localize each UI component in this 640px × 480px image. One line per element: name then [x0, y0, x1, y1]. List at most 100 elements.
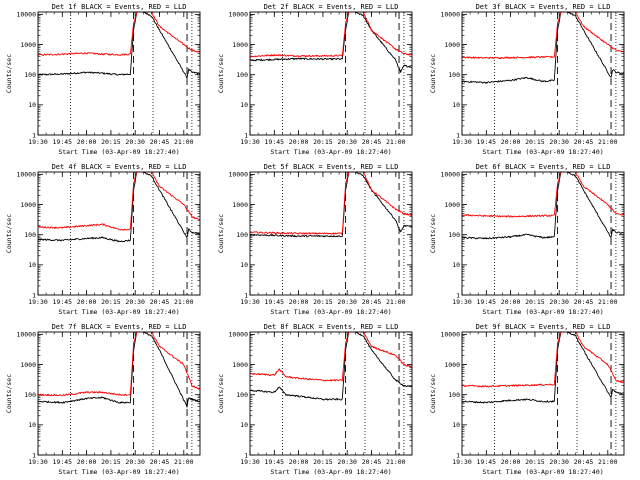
x-tick-label: 21:00	[386, 458, 406, 466]
series-line-events	[461, 171, 625, 240]
x-tick-label: 20:15	[101, 298, 121, 306]
y-tick-label: 1	[456, 451, 460, 459]
x-tick-label: 20:30	[125, 458, 145, 466]
chart-title: Det 9f BLACK = Events, RED = LLD	[476, 323, 611, 331]
x-axis-label: Start Time (03-Apr-09 18:27:40)	[58, 308, 179, 316]
x-tick-label: 20:30	[549, 458, 569, 466]
x-tick-label: 20:45	[362, 458, 382, 466]
series-line-events	[461, 11, 625, 84]
y-tick-label: 10	[452, 261, 460, 269]
series-line-events	[37, 11, 201, 79]
x-tick-label: 19:30	[452, 138, 472, 146]
chart-title: Det 1f BLACK = Events, RED = LLD	[52, 3, 187, 11]
series-line-lld	[249, 171, 413, 235]
y-axis-label: Counts/sec	[5, 54, 13, 93]
y-tick-label: 1	[32, 131, 36, 139]
y-tick-label: 1000	[232, 41, 248, 49]
y-tick-label: 10	[28, 101, 36, 109]
y-tick-label: 1	[244, 291, 248, 299]
plot-frame	[249, 171, 413, 296]
x-tick-label: 19:45	[53, 458, 73, 466]
x-tick-label: 19:45	[477, 138, 497, 146]
x-tick-label: 20:15	[313, 298, 333, 306]
x-tick-label: 20:00	[77, 458, 97, 466]
series-line-events	[37, 331, 201, 408]
series-line-events	[37, 171, 201, 243]
x-tick-label: 19:30	[452, 298, 472, 306]
y-axis-label: Counts/sec	[5, 374, 13, 413]
y-tick-label: 10000	[228, 171, 248, 179]
y-tick-label: 10	[28, 421, 36, 429]
y-tick-label: 10	[452, 101, 460, 109]
x-tick-label: 21:00	[386, 298, 406, 306]
x-tick-label: 20:30	[125, 298, 145, 306]
y-tick-label: 10	[240, 261, 248, 269]
x-tick-label: 20:00	[501, 138, 521, 146]
series-line-lld	[37, 331, 201, 397]
y-tick-label: 10000	[440, 11, 460, 19]
y-tick-label: 1000	[232, 201, 248, 209]
x-tick-label: 19:30	[28, 298, 48, 306]
chart-title: Det 4f BLACK = Events, RED = LLD	[52, 163, 187, 171]
x-tick-label: 19:30	[28, 458, 48, 466]
y-tick-label: 10	[28, 261, 36, 269]
chart-panel-9: Det 9f BLACK = Events, RED = LLD Counts/s…	[429, 323, 625, 476]
x-axis-label: Start Time (03-Apr-09 18:27:40)	[270, 468, 391, 476]
x-tick-label: 19:45	[265, 458, 285, 466]
y-tick-label: 10000	[16, 171, 36, 179]
y-tick-label: 10000	[440, 171, 460, 179]
chart-title: Det 6f BLACK = Events, RED = LLD	[476, 163, 611, 171]
chart-title: Det 8f BLACK = Events, RED = LLD	[264, 323, 399, 331]
y-tick-label: 1	[32, 291, 36, 299]
series-line-events	[249, 171, 413, 238]
x-tick-label: 19:45	[53, 298, 73, 306]
y-axis-label: Counts/sec	[217, 374, 225, 413]
y-tick-label: 1	[244, 451, 248, 459]
x-tick-label: 20:30	[337, 458, 357, 466]
series-line-lld	[249, 331, 413, 382]
y-tick-label: 1000	[20, 361, 36, 369]
x-tick-label: 19:45	[53, 138, 73, 146]
x-tick-label: 19:30	[240, 298, 260, 306]
y-axis-label: Counts/sec	[5, 214, 13, 253]
y-tick-label: 1	[456, 291, 460, 299]
x-tick-label: 20:45	[362, 298, 382, 306]
plot-frame	[249, 11, 413, 136]
x-tick-label: 20:45	[150, 138, 170, 146]
x-tick-label: 20:45	[574, 298, 594, 306]
x-tick-label: 20:00	[289, 458, 309, 466]
x-tick-label: 21:00	[598, 138, 618, 146]
x-tick-label: 20:00	[289, 298, 309, 306]
chart-panel-4: Det 4f BLACK = Events, RED = LLD Counts/s…	[5, 163, 201, 316]
y-tick-label: 100	[236, 71, 248, 79]
x-tick-label: 19:30	[28, 138, 48, 146]
y-axis-label: Counts/sec	[217, 54, 225, 93]
series-line-lld	[461, 171, 625, 218]
x-tick-label: 20:45	[362, 138, 382, 146]
y-tick-label: 10000	[228, 331, 248, 339]
x-tick-label: 19:30	[240, 458, 260, 466]
x-tick-label: 20:45	[574, 138, 594, 146]
x-tick-label: 21:00	[386, 138, 406, 146]
series-line-lld	[37, 171, 201, 231]
y-tick-label: 10	[240, 421, 248, 429]
x-tick-label: 20:30	[337, 298, 357, 306]
y-axis-label: Counts/sec	[429, 214, 437, 253]
x-tick-label: 20:15	[101, 138, 121, 146]
plot-frame	[37, 331, 201, 456]
x-tick-label: 20:00	[289, 138, 309, 146]
chart-panel-8: Det 8f BLACK = Events, RED = LLD Counts/s…	[217, 323, 413, 476]
x-axis-label: Start Time (03-Apr-09 18:27:40)	[482, 308, 603, 316]
y-tick-label: 100	[24, 71, 36, 79]
plot-frame	[249, 331, 413, 456]
x-tick-label: 20:00	[77, 138, 97, 146]
plot-frame	[37, 11, 201, 136]
plot-frame	[37, 171, 201, 296]
y-tick-label: 1000	[444, 41, 460, 49]
y-tick-label: 1000	[232, 361, 248, 369]
x-tick-label: 20:00	[501, 298, 521, 306]
y-tick-label: 100	[236, 231, 248, 239]
x-tick-label: 20:00	[501, 458, 521, 466]
x-tick-label: 20:30	[337, 138, 357, 146]
